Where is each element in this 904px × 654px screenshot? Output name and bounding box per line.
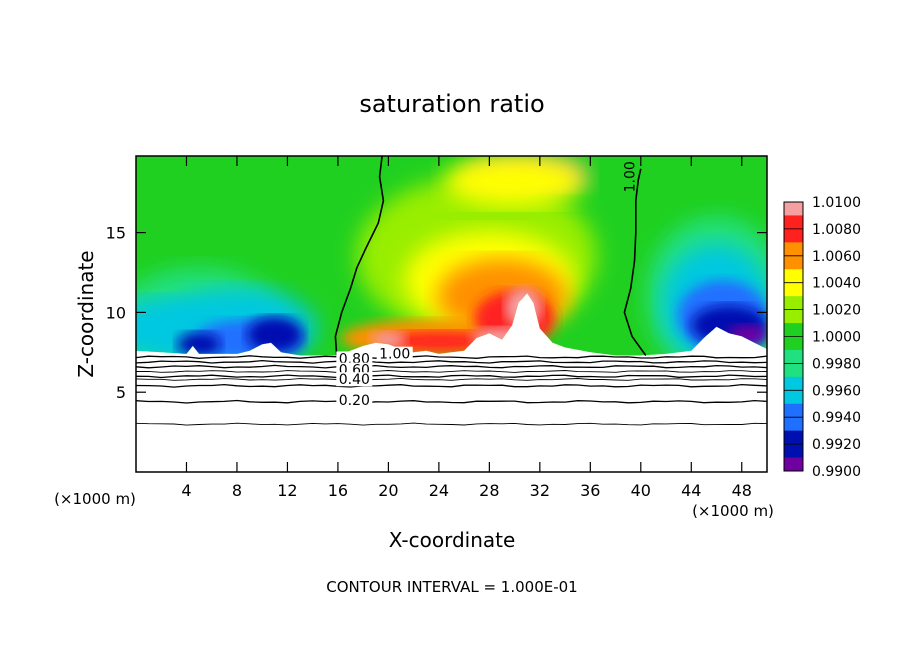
- contour-interval-note: CONTOUR INTERVAL = 1.000E-01: [326, 578, 577, 596]
- colorbar-label: 1.0060: [812, 249, 861, 265]
- x-tick-label: 8: [232, 481, 242, 500]
- x-tick-label: 20: [378, 481, 398, 500]
- x-tick-label: 36: [580, 481, 600, 500]
- colorbar-swatch: [784, 215, 803, 230]
- plot-frame: [135, 155, 768, 473]
- field-region: [444, 156, 585, 207]
- contour-label: 0.40: [339, 372, 370, 388]
- contour-line: [135, 399, 768, 404]
- field-region: [728, 324, 767, 345]
- contour-label-bg: [336, 372, 373, 387]
- colorbar-swatch: [784, 403, 803, 418]
- x-tick-label: 24: [429, 481, 449, 500]
- contour-line: [135, 370, 768, 373]
- y-tick-label: 10: [106, 303, 126, 322]
- colorbar-label: 0.9900: [812, 464, 861, 480]
- colorbar-swatch: [784, 269, 803, 284]
- x-unit-label-right: (×1000 m): [692, 502, 774, 520]
- plot-axes: [135, 155, 768, 473]
- colorbar-swatch: [784, 444, 803, 459]
- contour-line: [135, 422, 768, 426]
- contour-label: 1.00: [379, 347, 410, 363]
- x-axis-ticks: 4 8 12 16 20 24 28 32 36 40 44 48: [181, 156, 752, 500]
- colorbar-swatch: [784, 242, 803, 257]
- contour-line: [135, 364, 768, 369]
- colorbar-swatch: [784, 296, 803, 311]
- field-region: [370, 331, 407, 348]
- colorbar-label: 1.0020: [812, 303, 861, 319]
- colorbar-swatch: [784, 457, 803, 472]
- field-region: [177, 332, 222, 356]
- contour-label-bg: [336, 392, 373, 407]
- colorbar-label: 1.0100: [812, 195, 861, 211]
- contour-label: 1.00: [622, 161, 638, 192]
- x-tick-label: 32: [530, 481, 550, 500]
- colorbar: 1.0100 1.0080 1.0060 1.0040 1.0020 1.0000 0.99…: [783, 195, 861, 480]
- colorbar-swatch: [784, 376, 803, 391]
- contour-line: [135, 377, 768, 381]
- colorbar-label: 1.0080: [812, 222, 861, 238]
- colorbar-label: 1.0000: [812, 330, 861, 346]
- colorbar-swatch: [784, 363, 803, 378]
- y-axis-label: Z-coordinate: [74, 250, 98, 377]
- colorbar-swatch: [784, 323, 803, 337]
- contour-1-00-right: [623, 168, 647, 356]
- x-tick-label: 12: [277, 481, 297, 500]
- contour-line: [135, 355, 768, 359]
- contour-line: [135, 374, 768, 379]
- contour-1-00-left: [334, 155, 385, 356]
- contour-labels: 1.001.000.800.600.400.20: [336, 161, 638, 409]
- x-tick-label: 40: [631, 481, 651, 500]
- y-axis-ticks: 5 10 15: [106, 224, 767, 402]
- colorbar-swatch: [784, 390, 803, 405]
- chart-title: saturation ratio: [359, 90, 544, 118]
- saturation-field: [136, 156, 767, 356]
- contour-lines: [135, 155, 768, 426]
- colorbar-swatch: [784, 228, 803, 243]
- field-region: [246, 316, 303, 353]
- x-tick-label: 16: [328, 481, 348, 500]
- y-tick-label: 15: [106, 224, 126, 243]
- colorbar-swatch: [784, 430, 803, 445]
- colorbar-swatch: [784, 309, 803, 324]
- x-tick-label: 48: [732, 481, 752, 500]
- y-tick-label: 5: [116, 383, 126, 402]
- contour-label-bg: [376, 346, 413, 361]
- x-tick-label: 44: [681, 481, 701, 500]
- colorbar-label: 0.9980: [812, 356, 861, 372]
- colorbar-swatch: [784, 202, 803, 216]
- colorbar-swatch: [784, 336, 803, 351]
- contour-label: 0.20: [339, 393, 370, 409]
- colorbar-swatch: [784, 282, 803, 297]
- x-tick-label: 28: [479, 481, 499, 500]
- colorbar-swatch: [784, 417, 803, 432]
- colorbar-label: 1.0040: [812, 276, 861, 292]
- x-tick-label: 4: [181, 481, 191, 500]
- colorbar-label: 0.9920: [812, 437, 861, 453]
- field-region: [505, 287, 542, 328]
- colorbar-label: 0.9960: [812, 383, 861, 399]
- contour-line: [135, 359, 768, 364]
- contour-label-bg: [336, 351, 373, 366]
- colorbar-swatch: [784, 255, 803, 270]
- colorbar-swatch: [784, 349, 803, 364]
- x-unit-label-left: (×1000 m): [54, 490, 136, 508]
- field-region: [471, 327, 532, 348]
- x-axis-label: X-coordinate: [389, 528, 516, 552]
- colorbar-label: 0.9940: [812, 410, 861, 426]
- contour-line: [135, 383, 768, 388]
